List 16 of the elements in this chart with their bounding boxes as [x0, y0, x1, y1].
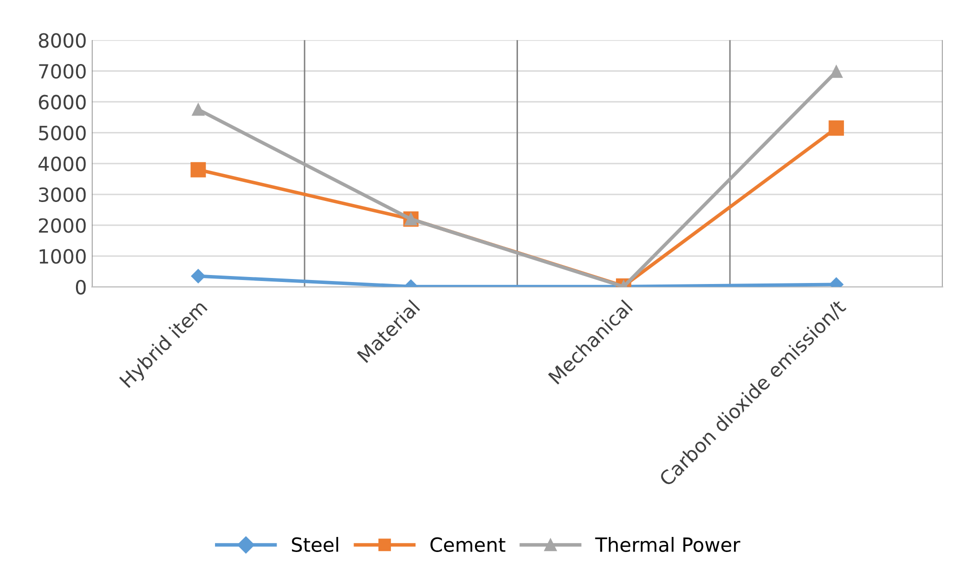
y-tick-label: 4000 [38, 156, 86, 172]
y-tick-label: 1000 [40, 249, 86, 264]
y-tick-label: 0 [76, 280, 86, 295]
y-tick-label: 3000 [39, 187, 86, 202]
legend-label: Steel [292, 536, 338, 552]
point [190, 162, 206, 178]
y-tick-label: 5000 [39, 126, 86, 140]
y-tick-label: 8000 [38, 33, 86, 48]
legend-label: Cement [430, 537, 506, 552]
y-tick-label: 6000 [38, 94, 86, 110]
legend-label: Thermal Power [595, 536, 740, 552]
point [828, 120, 844, 136]
point [830, 65, 843, 78]
point [192, 103, 204, 116]
y-tick-label: 2000 [38, 218, 86, 233]
y-tick-label: 7000 [39, 64, 86, 79]
